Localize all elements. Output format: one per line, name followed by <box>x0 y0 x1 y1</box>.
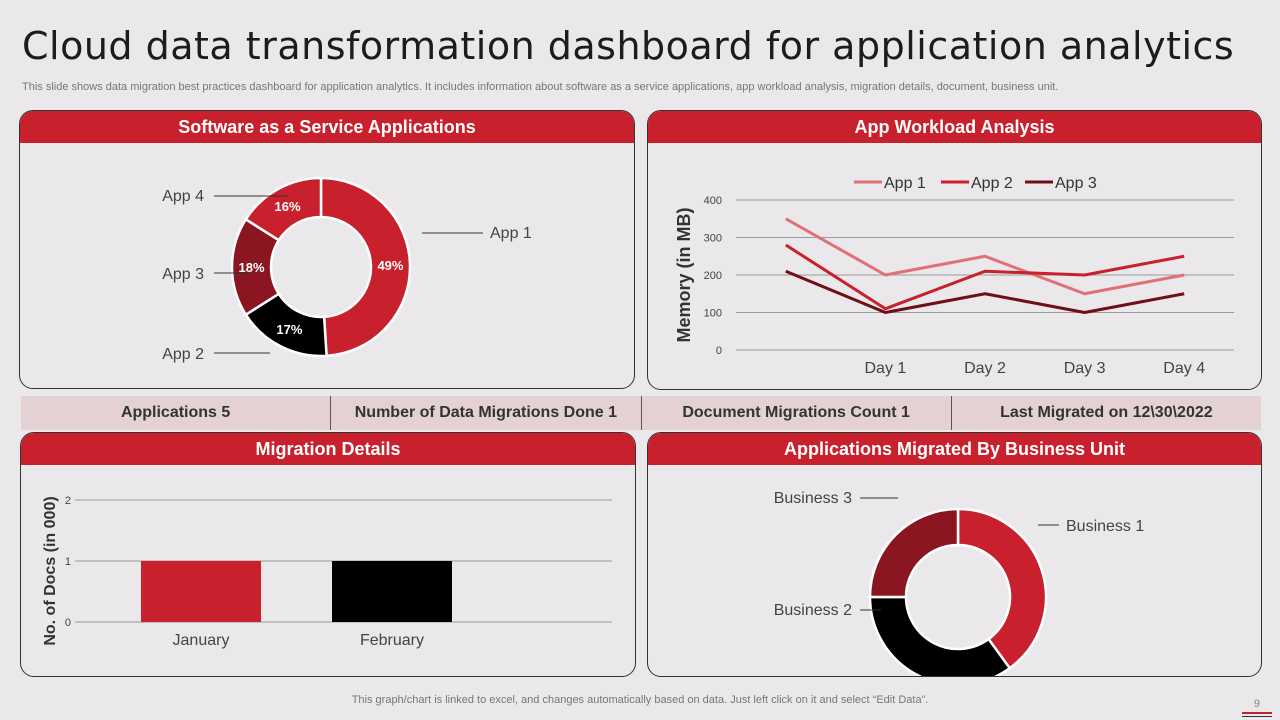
saas-data-label-1: 49% <box>377 258 403 273</box>
workload-xtick-label: Day 4 <box>1163 360 1205 377</box>
workload-ytick-label: 300 <box>704 233 722 245</box>
page-subtitle: This slide shows data migration best pra… <box>22 81 1059 93</box>
migration-xtick-label: January <box>173 632 230 649</box>
business-label-3: Business 3 <box>774 490 852 507</box>
stat-data-migrations: Number of Data Migrations Done 1 <box>331 396 642 430</box>
migration-ylabel: No. of Docs (in 000) <box>42 496 59 645</box>
page-accent-line <box>1242 716 1272 717</box>
business-panel-title: Applications Migrated By Business Unit <box>648 433 1261 465</box>
workload-legend-label-1: App 1 <box>884 175 926 192</box>
migration-ytick-label: 0 <box>65 617 71 629</box>
migration-bar-1 <box>141 561 261 622</box>
migration-panel: Migration Details 0 1 2 January February No. … <box>20 432 636 677</box>
business-slice-2 <box>868 595 1012 676</box>
migration-ytick-label: 1 <box>65 556 71 568</box>
saas-data-label-2: 17% <box>276 322 302 337</box>
saas-label-1: App 1 <box>490 225 532 242</box>
stat-applications: Applications 5 <box>21 396 332 430</box>
saas-label-3: App 3 <box>162 266 204 283</box>
saas-panel: Software as a Service Applications 49% 17… <box>19 110 635 389</box>
saas-slice-1 <box>319 176 412 358</box>
workload-xtick-label: Day 1 <box>865 360 907 377</box>
business-label-2: Business 2 <box>774 602 852 619</box>
workload-line-chart[interactable]: 0 100 200 300 400 Day 1 Day 2 Day 3 Day 4 Memory … <box>648 143 1261 389</box>
stats-row: Applications 5 Number of Data Migrations… <box>21 396 1261 430</box>
migration-bar-2 <box>332 561 452 622</box>
workload-xtick-label: Day 3 <box>1064 360 1106 377</box>
workload-ytick-label: 200 <box>704 270 722 282</box>
saas-label-4: App 4 <box>162 188 204 205</box>
saas-data-label-4: 16% <box>275 199 301 214</box>
saas-donut-chart[interactable]: 49% 17% 18% 16% App 1 App 2 App 3 App 4 <box>20 143 634 388</box>
workload-series-line-1 <box>785 217 1185 296</box>
footer-note: This graph/chart is linked to excel, and… <box>351 694 929 706</box>
business-label-1: Business 1 <box>1066 518 1144 535</box>
page-accent-bar <box>1242 712 1272 714</box>
business-donut-chart[interactable]: Business 1 Business 2 Business 3 <box>648 465 1261 676</box>
migration-bar-chart[interactable]: 0 1 2 January February No. of Docs (in 000) <box>21 465 635 676</box>
stat-document-migrations: Document Migrations Count 1 <box>642 396 952 430</box>
workload-series-line-3 <box>785 269 1185 314</box>
business-slice-1 <box>956 507 1048 670</box>
workload-panel: App Workload Analysis 0 100 200 300 400 Day 1… <box>647 110 1262 390</box>
workload-ytick-label: 100 <box>704 308 722 320</box>
workload-ytick-label: 0 <box>716 345 722 357</box>
business-slice-3 <box>868 507 960 599</box>
workload-series-line-2 <box>784 243 1185 311</box>
saas-data-label-3: 18% <box>238 260 264 275</box>
migration-xtick-label: February <box>360 632 424 649</box>
workload-ylabel: Memory (in MB) <box>674 207 694 342</box>
workload-legend-label-3: App 3 <box>1055 175 1097 192</box>
stat-last-migrated: Last Migrated on 12\30\2022 <box>1000 404 1213 421</box>
business-panel: Applications Migrated By Business Unit B… <box>647 432 1262 677</box>
migration-panel-title: Migration Details <box>21 433 635 465</box>
workload-xtick-label: Day 2 <box>964 360 1006 377</box>
page-number: 9 <box>1253 698 1260 710</box>
page-title: Cloud data transformation dashboard for … <box>22 24 1235 68</box>
workload-panel-title: App Workload Analysis <box>648 111 1261 143</box>
saas-label-2: App 2 <box>162 346 204 363</box>
workload-legend-label-2: App 2 <box>971 175 1013 192</box>
workload-ytick-label: 400 <box>704 195 722 207</box>
saas-panel-title: Software as a Service Applications <box>20 111 634 143</box>
saas-slice-4 <box>244 176 323 242</box>
migration-ytick-label: 2 <box>65 495 71 507</box>
